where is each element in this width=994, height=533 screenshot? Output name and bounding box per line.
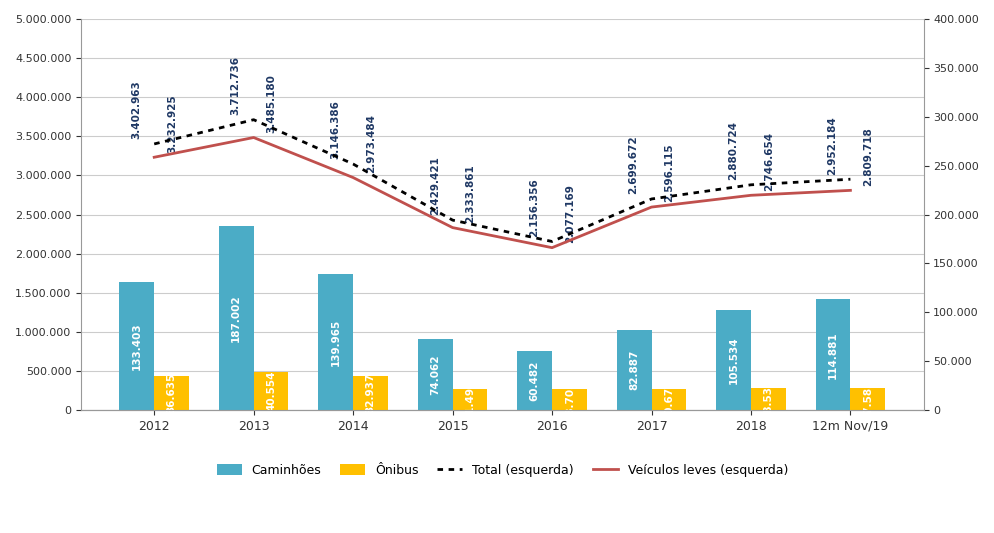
Text: 40.554: 40.554 bbox=[266, 371, 276, 411]
Bar bbox=[417, 339, 452, 410]
Text: 18.705: 18.705 bbox=[565, 379, 575, 420]
Bar bbox=[119, 282, 154, 410]
Bar bbox=[353, 376, 388, 410]
Bar bbox=[816, 300, 851, 410]
Text: 2.699.672: 2.699.672 bbox=[628, 136, 638, 194]
Text: 21.498: 21.498 bbox=[465, 379, 475, 419]
Text: 2.973.484: 2.973.484 bbox=[366, 114, 376, 173]
Text: 82.887: 82.887 bbox=[629, 350, 639, 390]
Bar bbox=[750, 389, 786, 410]
Bar bbox=[651, 389, 686, 410]
Bar bbox=[452, 389, 487, 410]
Text: 2.333.861: 2.333.861 bbox=[465, 164, 475, 223]
Text: 2.746.654: 2.746.654 bbox=[763, 132, 774, 191]
Text: 20.670: 20.670 bbox=[664, 379, 674, 420]
Text: 133.403: 133.403 bbox=[132, 322, 142, 370]
Veículos leves (esquerda) bbox=[446, 224, 458, 231]
Text: 36.635: 36.635 bbox=[167, 373, 177, 413]
Total (esquerda) bbox=[546, 238, 558, 245]
Bar bbox=[253, 372, 288, 410]
Text: 2.156.356: 2.156.356 bbox=[529, 178, 539, 237]
Text: 187.002: 187.002 bbox=[232, 294, 242, 342]
Text: 2.429.421: 2.429.421 bbox=[429, 157, 439, 215]
Text: 2.077.169: 2.077.169 bbox=[565, 184, 575, 243]
Text: 74.062: 74.062 bbox=[430, 354, 440, 395]
Veículos leves (esquerda) bbox=[148, 154, 160, 160]
Text: 3.146.386: 3.146.386 bbox=[330, 100, 340, 159]
Text: 3.712.736: 3.712.736 bbox=[231, 56, 241, 115]
Text: 2.952.184: 2.952.184 bbox=[828, 116, 838, 174]
Veículos leves (esquerda) bbox=[645, 204, 657, 211]
Bar bbox=[517, 351, 552, 410]
Veículos leves (esquerda) bbox=[845, 187, 857, 193]
Total (esquerda) bbox=[645, 196, 657, 202]
Bar bbox=[154, 376, 189, 410]
Bar bbox=[219, 227, 253, 410]
Text: 60.482: 60.482 bbox=[530, 360, 540, 401]
Text: 3.232.925: 3.232.925 bbox=[167, 94, 177, 152]
Text: 105.534: 105.534 bbox=[729, 336, 739, 384]
Total (esquerda) bbox=[745, 182, 756, 188]
Text: 2.596.115: 2.596.115 bbox=[664, 144, 674, 203]
Text: 28.536: 28.536 bbox=[763, 379, 773, 419]
Bar bbox=[318, 274, 353, 410]
Text: 2.880.724: 2.880.724 bbox=[728, 121, 739, 180]
Text: 114.881: 114.881 bbox=[828, 331, 838, 378]
Text: 32.937: 32.937 bbox=[366, 373, 376, 414]
Veículos leves (esquerda) bbox=[745, 192, 756, 198]
Veículos leves (esquerda) bbox=[546, 245, 558, 251]
Bar bbox=[616, 330, 651, 410]
Bar bbox=[851, 389, 886, 410]
Text: 3.402.963: 3.402.963 bbox=[131, 80, 141, 139]
Veículos leves (esquerda) bbox=[248, 134, 259, 141]
Bar bbox=[552, 389, 586, 410]
Total (esquerda) bbox=[347, 161, 359, 167]
Total (esquerda) bbox=[248, 117, 259, 123]
Total (esquerda) bbox=[845, 176, 857, 182]
Text: 27.585: 27.585 bbox=[863, 379, 873, 419]
Total (esquerda) bbox=[446, 217, 458, 223]
Bar bbox=[716, 310, 750, 410]
Text: 2.809.718: 2.809.718 bbox=[864, 127, 874, 185]
Line: Total (esquerda): Total (esquerda) bbox=[154, 120, 851, 241]
Text: 3.485.180: 3.485.180 bbox=[266, 74, 276, 133]
Veículos leves (esquerda) bbox=[347, 174, 359, 181]
Total (esquerda) bbox=[148, 141, 160, 147]
Line: Veículos leves (esquerda): Veículos leves (esquerda) bbox=[154, 138, 851, 248]
Text: 139.965: 139.965 bbox=[331, 319, 341, 366]
Legend: Caminhões, Ônibus, Total (esquerda), Veículos leves (esquerda): Caminhões, Ônibus, Total (esquerda), Veí… bbox=[212, 459, 793, 482]
